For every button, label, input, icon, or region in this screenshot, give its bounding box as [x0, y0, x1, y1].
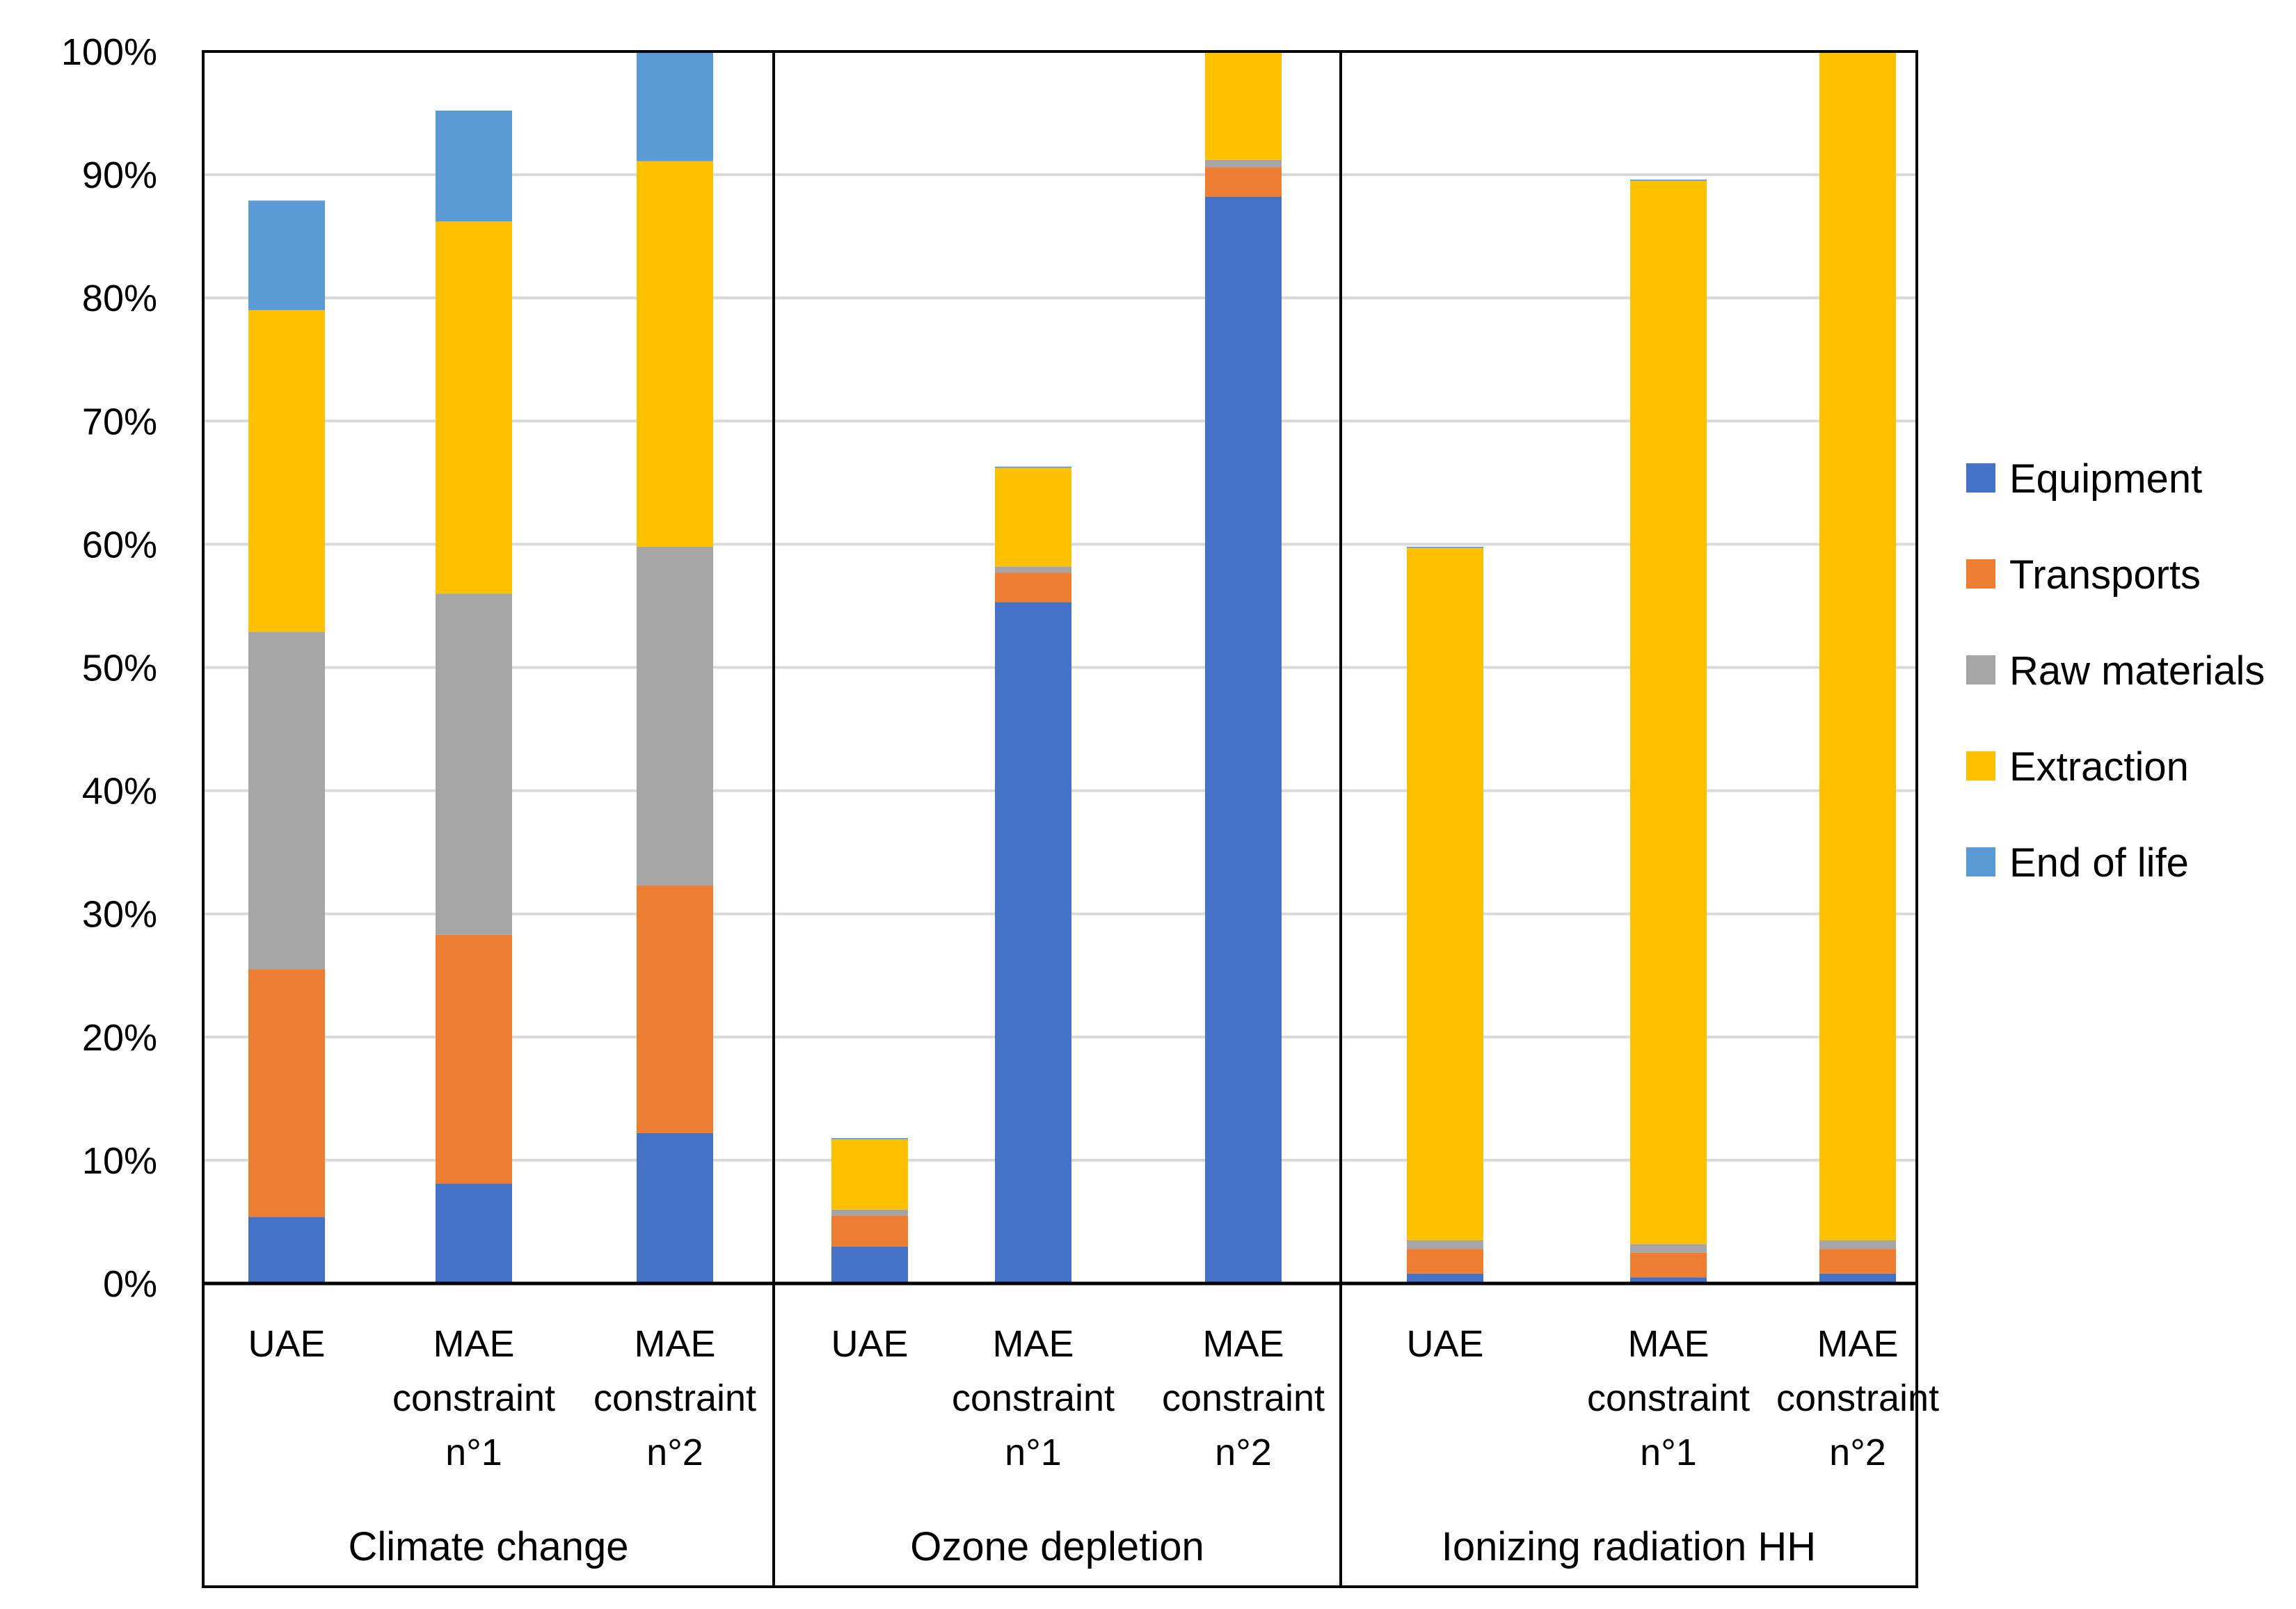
bar-segment — [1630, 179, 1707, 181]
legend: Equipment Transports Raw materials Extracti… — [1966, 456, 2265, 886]
y-tick-label: 40% — [82, 771, 157, 812]
bar-segment — [1630, 1277, 1707, 1283]
bar-segment — [995, 573, 1071, 602]
bar-segment — [637, 1132, 713, 1283]
category-label: MAE constraint n°2 — [1776, 1323, 1939, 1473]
legend-label: Extraction — [2009, 744, 2189, 790]
bar-segment — [1819, 1249, 1896, 1274]
bar-segment — [1205, 196, 1282, 1283]
bar-segment — [1205, 51, 1282, 160]
bar-segment — [1407, 1240, 1483, 1249]
bar-segment — [637, 161, 713, 547]
category-label: UAE — [248, 1323, 325, 1365]
y-tick-label: 60% — [82, 524, 157, 566]
bar-segment — [1407, 547, 1483, 1241]
bar-segment — [995, 566, 1071, 573]
bar-segment — [248, 200, 325, 310]
bar-segment — [831, 1139, 908, 1210]
y-tick-label: 80% — [82, 278, 157, 319]
group-label: Ozone depletion — [910, 1524, 1204, 1569]
category-label: MAE constraint n°1 — [1587, 1323, 1750, 1473]
bar-segment — [831, 1215, 908, 1247]
group-label: Ionizing radiation HH — [1442, 1524, 1816, 1569]
legend-swatch — [1966, 847, 1995, 876]
bar-segment — [1630, 1252, 1707, 1278]
bar-segment — [831, 1209, 908, 1216]
bar-segment — [436, 111, 512, 222]
bar-segment — [1407, 1273, 1483, 1283]
y-tick-label: 0% — [103, 1263, 157, 1305]
category-label: MAE constraint n°1 — [952, 1323, 1115, 1473]
bar-segment — [248, 1217, 325, 1283]
bar-segment — [436, 934, 512, 1184]
bar-segment — [248, 632, 325, 970]
chart-frame — [202, 50, 1918, 1588]
bar-segment — [831, 1246, 908, 1283]
category-label: UAE — [1406, 1323, 1483, 1365]
y-tick-label: 50% — [82, 648, 157, 689]
bar-segment — [436, 593, 512, 935]
legend-label: Equipment — [2009, 456, 2202, 502]
bar-segment — [1407, 1249, 1483, 1274]
bar-segment — [1630, 180, 1707, 1244]
legend-swatch — [1966, 751, 1995, 781]
legend-label: End of life — [2009, 840, 2189, 886]
y-axis: 0% 10% 20% 30% 40% 50% 60% 70% 80% 90% 100% — [61, 31, 157, 1305]
bar-segment — [1407, 546, 1483, 548]
bar-segment — [831, 1138, 908, 1139]
category-label: UAE — [831, 1323, 908, 1365]
legend-swatch — [1966, 655, 1995, 685]
y-tick-label: 10% — [82, 1140, 157, 1182]
legend-label: Transports — [2009, 552, 2201, 598]
bar-segment — [637, 885, 713, 1133]
category-label: MAE constraint n°2 — [1162, 1323, 1325, 1473]
legend-swatch — [1966, 463, 1995, 493]
y-tick-label: 90% — [82, 154, 157, 196]
category-label: MAE constraint n°1 — [392, 1323, 555, 1473]
bar-segment — [1819, 1273, 1896, 1283]
category-label: MAE constraint n°2 — [593, 1323, 756, 1473]
bar-segment — [637, 546, 713, 886]
bar-segment — [1630, 1244, 1707, 1253]
legend-swatch — [1966, 559, 1995, 589]
bar-segment — [995, 467, 1071, 567]
outer-frame — [202, 50, 1918, 1588]
bar-segment — [248, 310, 325, 632]
bar-segment — [248, 969, 325, 1217]
y-tick-label: 20% — [82, 1017, 157, 1059]
bar-segment — [1819, 1240, 1896, 1249]
bar-segment — [995, 602, 1071, 1283]
bars — [248, 51, 1896, 1283]
bar-segment — [436, 1183, 512, 1283]
y-tick-label: 100% — [61, 31, 157, 73]
bar-segment — [1205, 159, 1282, 168]
y-tick-label: 70% — [82, 401, 157, 442]
bar-segment — [995, 466, 1071, 468]
bar-segment — [1205, 167, 1282, 197]
bar-segment — [637, 51, 713, 161]
legend-label: Raw materials — [2009, 648, 2265, 694]
y-tick-label: 30% — [82, 894, 157, 936]
group-label: Climate change — [349, 1524, 629, 1569]
bar-segment — [436, 221, 512, 594]
bar-segment — [1819, 51, 1896, 1241]
